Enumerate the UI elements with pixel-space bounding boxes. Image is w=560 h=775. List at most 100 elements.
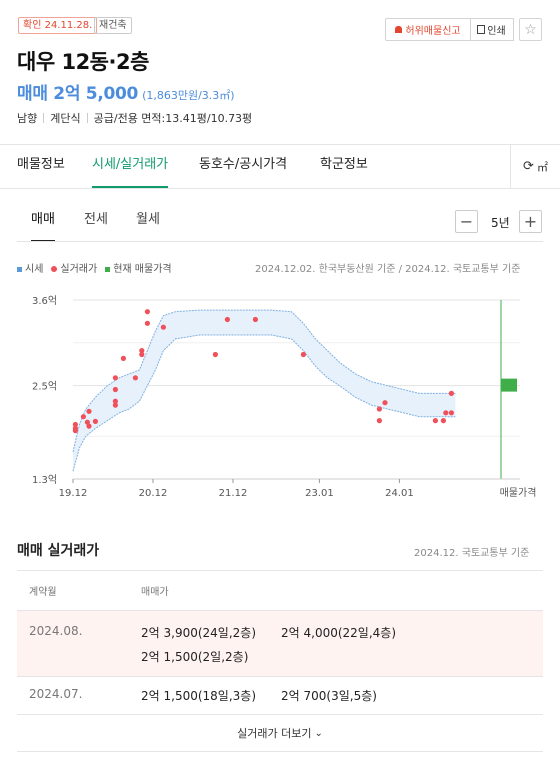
more-transactions-button[interactable]: 실거래가 더보기 ⌄ [17,714,543,752]
y-tick-label: 1.3억 [32,474,57,486]
deal-point [132,375,138,381]
transactions-source: 2024.12. 국토교통부 기준 [414,548,530,559]
deal-point [212,351,218,358]
listing-price-marker [501,378,517,392]
page-title: 대우 12동·2층 [17,50,149,74]
deal-point [120,355,126,361]
deal-point [382,400,388,406]
subtab-jeonse[interactable]: 전세 [84,212,108,227]
deal-point [139,348,145,354]
deal-point [144,309,150,315]
unit-toggle-button[interactable]: ⟳ ㎡ [510,145,560,188]
subtab-monthly[interactable]: 월세 [136,212,160,227]
market-price-band [73,310,456,472]
period-increase-button[interactable]: + [519,210,542,233]
print-button[interactable]: 인쇄 [470,18,514,41]
tab-market-price[interactable]: 시세/실거래가 [92,145,169,188]
x-tick-label: 23.01 [305,488,334,499]
listing-price: 매매 2억 5,000 [17,84,139,104]
transactions-title: 매매 실거래가 [17,543,100,559]
legend-swatch [51,266,58,272]
siren-icon [395,26,403,33]
tab-listing-info[interactable]: 매물정보 [17,157,65,172]
stair-type: 계단식 [50,112,81,125]
x-tick-label: 19.12 [59,488,88,499]
deal-point [440,418,446,424]
legend-swatch [105,266,111,272]
deal-point [252,316,258,323]
deal-point [448,410,454,416]
tab-school[interactable]: 학군정보 [320,157,368,172]
tab-unit-price[interactable]: 동호수/공시가격 [199,157,288,172]
legend-swatch [17,266,22,272]
deal-point [139,351,145,358]
market-upper-line [72,309,456,452]
deal-entry: 2억 4,000(22일,4층) [281,626,397,640]
chevron-down-icon: ⌄ [314,727,323,739]
legend-market: 시세 [17,260,43,275]
row-month: 2024.08. [29,624,83,638]
star-icon: ☆ [524,21,537,38]
deal-entry: 2억 700(3일,5층) [281,689,377,703]
x-end-label: 매물가격 [500,486,537,499]
deal-point [112,375,118,381]
deal-point [112,402,118,408]
property-info: 남향 계단식 공급/전용 면적:13.41평/10.73평 [17,110,252,126]
deal-point [376,418,382,424]
period-decrease-button[interactable]: − [455,210,478,233]
deal-point [84,419,90,425]
y-tick-label: 3.6억 [32,295,57,307]
minus-icon: − [459,212,474,231]
legend-label: 실거래가 [60,264,98,275]
x-tick-label: 24.01 [385,488,414,499]
deal-point [376,406,382,412]
deal-point [432,418,438,424]
deal-entry: 2억 1,500(2일,2층) [141,650,249,664]
print-icon [477,25,486,34]
price-row: 매매 2억 5,000 (1,863만원/3.3㎡) [17,79,235,104]
more-label: 실거래가 더보기 [237,727,312,740]
table-header: 계약월 매매가 [17,570,543,610]
legend-label: 시세 [25,264,44,275]
deal-point [300,351,306,358]
deal-point [448,390,454,396]
chart-legend: 시세 실거래가 현재 매물가격 [17,260,172,275]
deal-point [112,398,118,404]
unit-label: ㎡ [536,160,548,174]
print-label: 인쇄 [487,26,506,37]
plus-icon: + [523,212,538,231]
refresh-icon: ⟳ [523,159,534,174]
deal-point [224,316,230,323]
deal-entry: 2억 1,500(18일,3층) [141,689,257,703]
table-row: 2024.07. 2억 1,500(18일,3층) 2억 700(3일,5층) [17,676,543,714]
x-tick-label: 21.12 [219,488,248,499]
deal-point [86,408,92,414]
type-badge: 재건축 [94,17,132,34]
area-info: 공급/전용 면적:13.41평/10.73평 [93,112,253,125]
divider [17,241,543,242]
legend-deal: 실거래가 [51,260,97,275]
subtab-sale[interactable]: 매매 [31,200,55,242]
divider [86,113,88,123]
confirm-date-badge: 확인 24.11.28. [18,17,98,34]
main-tabs: 매물정보 시세/실거래가 동호수/공시가격 학군정보 ⟳ ㎡ [0,144,560,189]
col-month: 계약월 [29,587,57,598]
deal-point [80,414,86,420]
chart-source: 2024.12.02. 한국부동산원 기준 / 2024.12. 국토교통부 기… [255,264,521,275]
favorite-star-button[interactable]: ☆ [519,18,542,41]
deal-point [72,428,78,434]
divider [43,113,45,123]
report-false-listing-button[interactable]: 허위매물신고 [385,18,471,41]
legend-listing: 현재 매물가격 [105,260,172,275]
col-price: 매매가 [141,587,169,598]
deal-point [160,324,166,330]
period-value: 5년 [491,216,510,230]
table-row: 2024.08. 2억 3,900(24일,2층) 2억 4,000(22일,4… [17,610,543,676]
deal-point [86,423,92,429]
deal-entry: 2억 3,900(24일,2층) [141,626,257,640]
deal-point [144,320,150,326]
report-label: 허위매물신고 [405,26,461,37]
x-tick-label: 20.12 [139,488,168,499]
price-per-area: (1,863만원/3.3㎡) [142,89,235,102]
